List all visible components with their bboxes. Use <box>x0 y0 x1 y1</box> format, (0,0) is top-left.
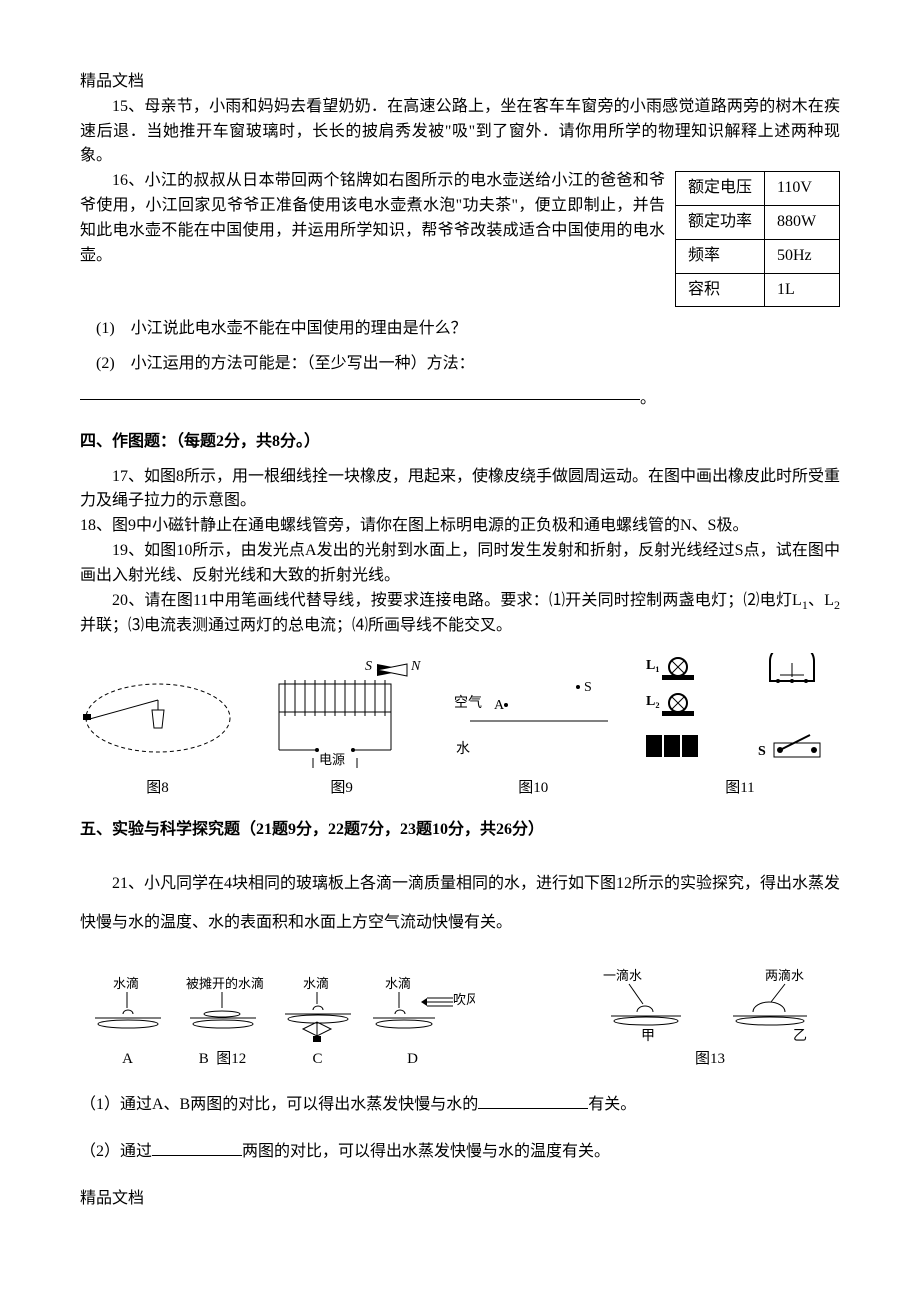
svg-text:水滴: 水滴 <box>303 976 329 991</box>
blank-answer-line: 。 <box>80 387 840 412</box>
svg-text:空气: 空气 <box>454 695 482 711</box>
svg-text:水: 水 <box>456 741 470 757</box>
blank-field <box>152 1155 242 1156</box>
blank-field <box>478 1108 588 1109</box>
figure-9: S N <box>257 658 427 800</box>
fig9-caption: 图9 <box>257 777 427 800</box>
section-4-title: 四、作图题：（每题2分，共8分。） <box>80 430 840 455</box>
question-21-sub1: （1）通过A、B两图的对比，可以得出水蒸发快慢与水的有关。 <box>80 1093 840 1118</box>
svg-text:L₂: L₂ <box>646 694 660 709</box>
evap-label-d: D <box>365 1048 460 1071</box>
svg-text:水滴: 水滴 <box>113 976 139 991</box>
evap-label-b: B <box>199 1051 209 1067</box>
evap-b-svg: 被摊开的水滴 <box>178 974 268 1044</box>
fig9-svg: S N <box>257 658 427 773</box>
svg-text:电源: 电源 <box>319 752 345 767</box>
fig11-caption: 图11 <box>640 777 840 800</box>
svg-text:S: S <box>758 744 766 759</box>
question-18: 18、图9中小磁针静止在通电螺线管旁，请你在图上标明电源的正负极和通电螺线管的N… <box>80 514 840 539</box>
table-row: 额定功率880W <box>675 205 839 239</box>
svg-text:吹风: 吹风 <box>453 992 475 1007</box>
header-label: 精品文档 <box>80 70 840 95</box>
evap-c-svg: 水滴 <box>273 974 363 1044</box>
question-20: 20、请在图11中用笔画线代替导线，按要求连接电路。要求：⑴开关同时控制两盏电灯… <box>80 589 840 640</box>
fig11-svg: L₁ L₂ <box>640 653 840 773</box>
svg-text:被摊开的水滴: 被摊开的水滴 <box>186 976 264 991</box>
fig10-svg: 空气 水 A S <box>448 663 618 773</box>
evap-d-svg: 水滴 吹风 <box>365 974 475 1044</box>
figures-row: 图8 S N <box>80 653 840 800</box>
question-16-sub1: (1) 小江说此电水壶不能在中国使用的理由是什么？ <box>96 317 840 342</box>
fig10-caption: 图10 <box>448 777 618 800</box>
question-16-sub2: (2) 小江运用的方法可能是：（至少写出一种）方法： <box>96 352 840 377</box>
table-row: 容积1L <box>675 273 839 307</box>
table-row: 频率50Hz <box>675 239 839 273</box>
svg-text:A: A <box>494 698 505 713</box>
question-21-intro: 21、小凡同学在4块相同的玻璃板上各滴一滴质量相同的水，进行如下图12所示的实验… <box>80 865 840 942</box>
figure-8: 图8 <box>80 668 235 800</box>
footer-label: 精品文档 <box>80 1187 840 1212</box>
fig8-svg <box>80 668 235 773</box>
fig13-caption: 图13 <box>580 1048 840 1071</box>
svg-text:乙: 乙 <box>793 1028 807 1044</box>
spec-table: 额定电压110V 额定功率880W 频率50Hz 容积1L <box>675 171 840 307</box>
fig13-svg: 一滴水 甲 两滴水 乙 <box>585 964 835 1044</box>
svg-text:S: S <box>365 659 372 674</box>
svg-text:一滴水: 一滴水 <box>603 968 642 983</box>
figure-10: 空气 水 A S 图10 <box>448 663 618 800</box>
evap-a-svg: 水滴 <box>83 974 173 1044</box>
evap-label-c: C <box>270 1048 365 1071</box>
table-row: 额定电压110V <box>675 172 839 206</box>
question-19: 19、如图10所示，由发光点A发出的光射到水面上，同时发生发射和折射，反射光线经… <box>80 539 840 589</box>
section-5-title: 五、实验与科学探究题（21题9分，22题7分，23题10分，共26分） <box>80 818 840 843</box>
svg-text:两滴水: 两滴水 <box>765 968 804 983</box>
question-21-sub2: （2）通过两图的对比，可以得出水蒸发快慢与水的温度有关。 <box>80 1140 840 1165</box>
svg-text:L₁: L₁ <box>646 658 660 673</box>
question-17: 17、如图8所示，用一根细线拴一块橡皮，甩起来，使橡皮绕手做圆周运动。在图中画出… <box>80 465 840 515</box>
figures-row-2: 水滴 A 被摊开的水滴 B 图12 <box>80 964 840 1071</box>
fig12-caption: 图12 <box>216 1051 246 1067</box>
svg-text:甲: 甲 <box>641 1029 655 1044</box>
evap-label-a: A <box>80 1048 175 1071</box>
figure-13: 一滴水 甲 两滴水 乙 图13 <box>580 964 840 1071</box>
figure-12: 水滴 A 被摊开的水滴 B 图12 <box>80 974 460 1071</box>
svg-text:N: N <box>410 659 421 674</box>
fig8-caption: 图8 <box>80 777 235 800</box>
svg-text:S: S <box>584 680 592 695</box>
figure-11: L₁ L₂ <box>640 653 840 800</box>
question-15: 15、母亲节，小雨和妈妈去看望奶奶．在高速公路上，坐在客车车窗旁的小雨感觉道路两… <box>80 95 840 169</box>
svg-text:水滴: 水滴 <box>385 976 411 991</box>
